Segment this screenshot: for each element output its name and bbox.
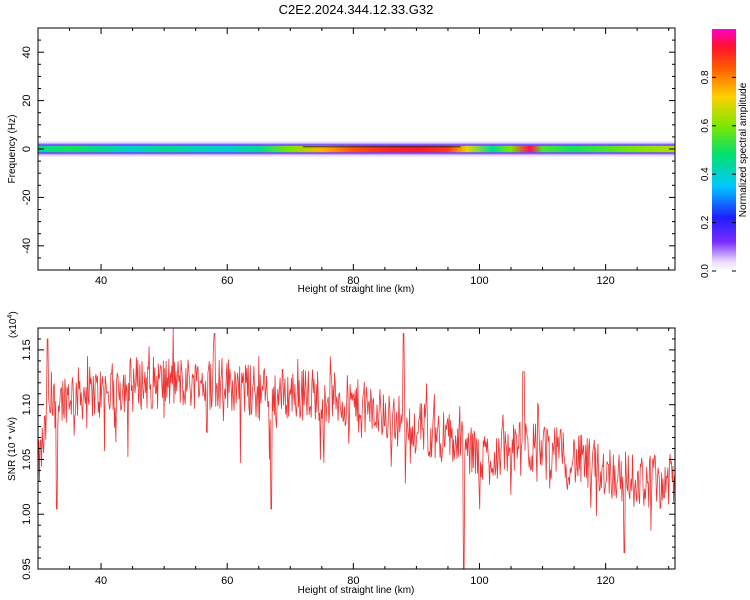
x-tick-label: 100 [470,575,488,587]
spectral-band [38,141,675,157]
y-tick-label: -40 [21,238,33,254]
spectrogram-y-label: Frequency (Hz) [7,115,18,184]
colorbar-tick-label: 0.0 [700,264,711,278]
x-tick-label: 80 [347,275,359,287]
y-tick-label: 0.95 [21,558,33,579]
spectrogram-y-axis: -40 -20 0 20 40 [21,27,675,271]
x-tick-label: 100 [470,275,488,287]
band-core [38,145,675,153]
x-tick-label: 60 [221,275,233,287]
colorbar-tick-label: 0.6 [700,118,711,132]
snr-series-line [37,327,676,570]
snr-y-axis: 0.95 1.00 1.05 1.10 1.15 [21,327,675,580]
spectrogram-plot-area [37,27,676,271]
y-tick-label: 1.15 [21,339,33,360]
colorbar-tick-label: 0.4 [700,167,711,181]
x-tick-label: 120 [596,275,614,287]
snr-multiplier-label: (x104) [7,311,19,338]
x-tick-label: 60 [221,575,233,587]
x-tick-label: 120 [596,575,614,587]
snr-x-label: Height of straight line (km) [298,585,415,596]
y-tick-label: 1.00 [21,504,33,525]
colorbar: 0.0 0.2 0.4 0.6 0.8 Normalized spectral ampl… [700,29,749,278]
y-tick-label: 1.05 [21,449,33,470]
snr-y-label: SNR (10 * v/v) [7,417,18,481]
spectrogram-x-axis: 40 60 80 100 120 [37,28,670,287]
colorbar-label: Normalized spectral amplitude [738,82,749,217]
colorbar-tick-label: 0.8 [700,70,711,84]
colorbar-tick-label: 0.2 [700,215,711,229]
colorbar-gradient [712,29,736,271]
y-tick-label: -20 [21,189,33,205]
y-tick-label: 20 [21,94,33,106]
y-tick-label: 1.10 [21,394,33,415]
colorbar-ticks: 0.0 0.2 0.4 0.6 0.8 [700,70,736,278]
spectrogram-panel: 40 60 80 100 120 -40 -20 0 20 40 Height of strai… [7,27,676,295]
chart-title: C2E2.2024.344.12.33.G32 [279,2,434,17]
snr-plot-area [37,327,676,570]
y-tick-label: 40 [21,46,33,58]
snr-x-axis: 40 60 80 100 120 [37,328,670,587]
y-tick-label: 0 [21,146,33,152]
x-tick-label: 40 [95,575,107,587]
spectrogram-x-label: Height of straight line (km) [298,284,415,295]
x-tick-label: 40 [95,275,107,287]
snr-frame [37,327,676,570]
x-tick-label: 80 [347,575,359,587]
snr-panel: 40 60 80 100 120 0.95 1.00 1.05 1.10 1.15 Height… [7,311,676,596]
